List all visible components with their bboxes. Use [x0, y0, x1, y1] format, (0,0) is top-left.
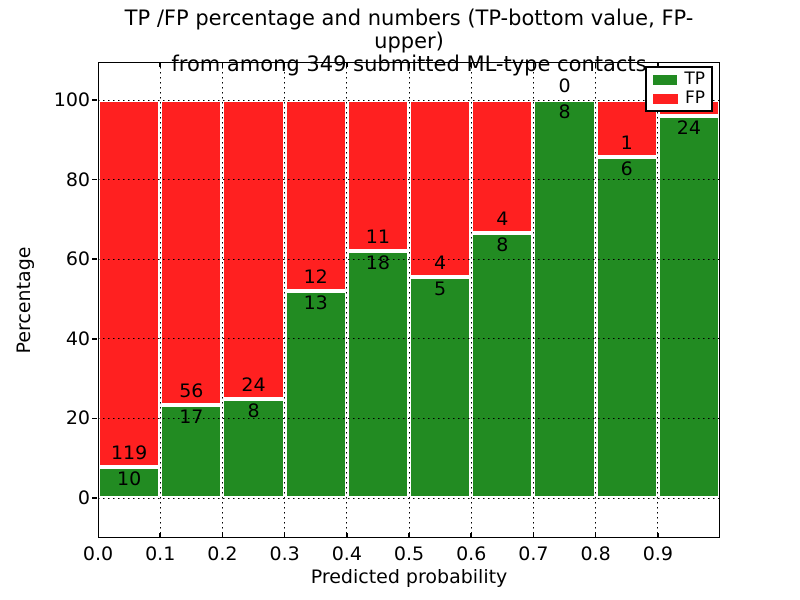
legend-item-tp: TP	[653, 71, 705, 88]
y-tick-label: 100	[53, 89, 90, 111]
x-tick-label: 0.5	[393, 543, 425, 565]
tp-count-label: 8	[496, 233, 509, 256]
bar-segment-fp	[346, 100, 409, 251]
fp-color-swatch	[653, 93, 678, 104]
tp-count-label: 8	[247, 399, 260, 422]
y-tick-mark	[91, 497, 97, 499]
fp-count-label: 12	[303, 266, 328, 289]
y-tick-mark	[91, 99, 97, 101]
x-tick-mark	[470, 62, 472, 67]
tp-count-label: 17	[179, 406, 204, 429]
x-tick-mark	[408, 62, 410, 67]
fp-count-label: 4	[496, 207, 509, 230]
chart-title-line1: TP /FP percentage and numbers (TP-bottom…	[124, 6, 694, 53]
x-axis-label: Predicted probability	[310, 566, 508, 588]
tp-color-swatch	[653, 74, 678, 85]
fp-count-label: 4	[434, 251, 447, 274]
x-tick-mark	[594, 62, 597, 67]
bar-segment-tp	[471, 232, 534, 498]
x-tick-mark	[657, 533, 659, 538]
y-tick-label: 40	[65, 327, 90, 350]
bar-segment-fp	[222, 100, 285, 399]
x-tick-mark	[346, 533, 348, 538]
x-tick-mark	[532, 533, 535, 538]
tp-count-label: 24	[676, 116, 701, 139]
x-tick-mark	[532, 62, 535, 67]
x-tick-label: 0.2	[207, 543, 238, 565]
x-tick-mark	[594, 533, 597, 538]
y-tick-label: 80	[65, 168, 90, 191]
bar-segment-tp	[657, 115, 720, 498]
legend-label-fp: FP	[684, 88, 705, 108]
y-tick-mark	[91, 258, 97, 260]
y-tick-label: 0	[77, 487, 90, 509]
legend-item-fp: FP	[653, 90, 705, 107]
bar-segment-fp	[98, 100, 161, 468]
tp-count-label: 8	[558, 101, 571, 123]
bar-segment-tp	[346, 250, 409, 498]
legend-label-tp: TP	[684, 69, 705, 89]
x-tick-mark	[221, 533, 224, 538]
bar-segment-tp	[222, 398, 285, 498]
bar-segment-tp	[98, 467, 161, 498]
x-tick-label: 0.6	[456, 543, 487, 565]
x-tick-label: 0.3	[269, 543, 300, 565]
fp-count-label: 56	[179, 380, 204, 403]
x-tick-label: 0.0	[82, 543, 114, 565]
tp-count-label: 13	[303, 292, 328, 315]
y-tick-label: 20	[65, 407, 90, 430]
tp-count-label: 5	[434, 277, 447, 300]
bar-segment-fp	[160, 100, 223, 406]
fp-count-label: 0	[558, 75, 571, 97]
tp-count-label: 18	[365, 251, 390, 274]
y-tick-label: 60	[65, 248, 90, 271]
x-tick-label: 0.1	[145, 543, 176, 565]
bar-segment-tp	[533, 100, 596, 498]
bar-segment-fp	[284, 100, 347, 292]
x-tick-label: 0.7	[518, 543, 549, 565]
x-tick-label: 0.4	[331, 543, 362, 565]
plot-area: TP FP 119 10 56 17 24 8 12 13 11 18 4 5 4 8 0 8 1 6 24	[91, 62, 720, 538]
legend: TP FP	[645, 66, 713, 112]
y-tick-mark	[91, 417, 97, 420]
x-tick-label: 0.8	[580, 543, 611, 565]
tp-count-label: 10	[117, 468, 142, 491]
fp-count-label: 119	[110, 442, 148, 465]
fp-count-label: 1	[620, 131, 633, 154]
y-tick-mark	[91, 178, 97, 181]
bar-segment-tp	[595, 156, 658, 498]
bar-segment-tp	[160, 405, 223, 498]
x-tick-mark	[408, 533, 410, 538]
x-tick-mark	[283, 533, 286, 538]
tp-count-label: 6	[620, 157, 633, 180]
fp-count-label: 11	[365, 225, 390, 248]
x-tick-mark	[159, 533, 161, 538]
x-tick-mark	[283, 62, 286, 67]
x-tick-mark	[346, 62, 348, 67]
bar-segment-fp	[471, 100, 534, 233]
bar-segment-tp	[409, 276, 472, 498]
x-tick-label: 0.9	[642, 543, 673, 565]
x-tick-mark	[470, 533, 472, 538]
bar-segment-fp	[409, 100, 472, 277]
x-tick-mark	[159, 62, 161, 67]
bar-segment-tp	[284, 291, 347, 498]
y-tick-mark	[91, 338, 97, 340]
x-tick-mark	[221, 62, 224, 67]
fp-count-label: 24	[241, 373, 266, 396]
